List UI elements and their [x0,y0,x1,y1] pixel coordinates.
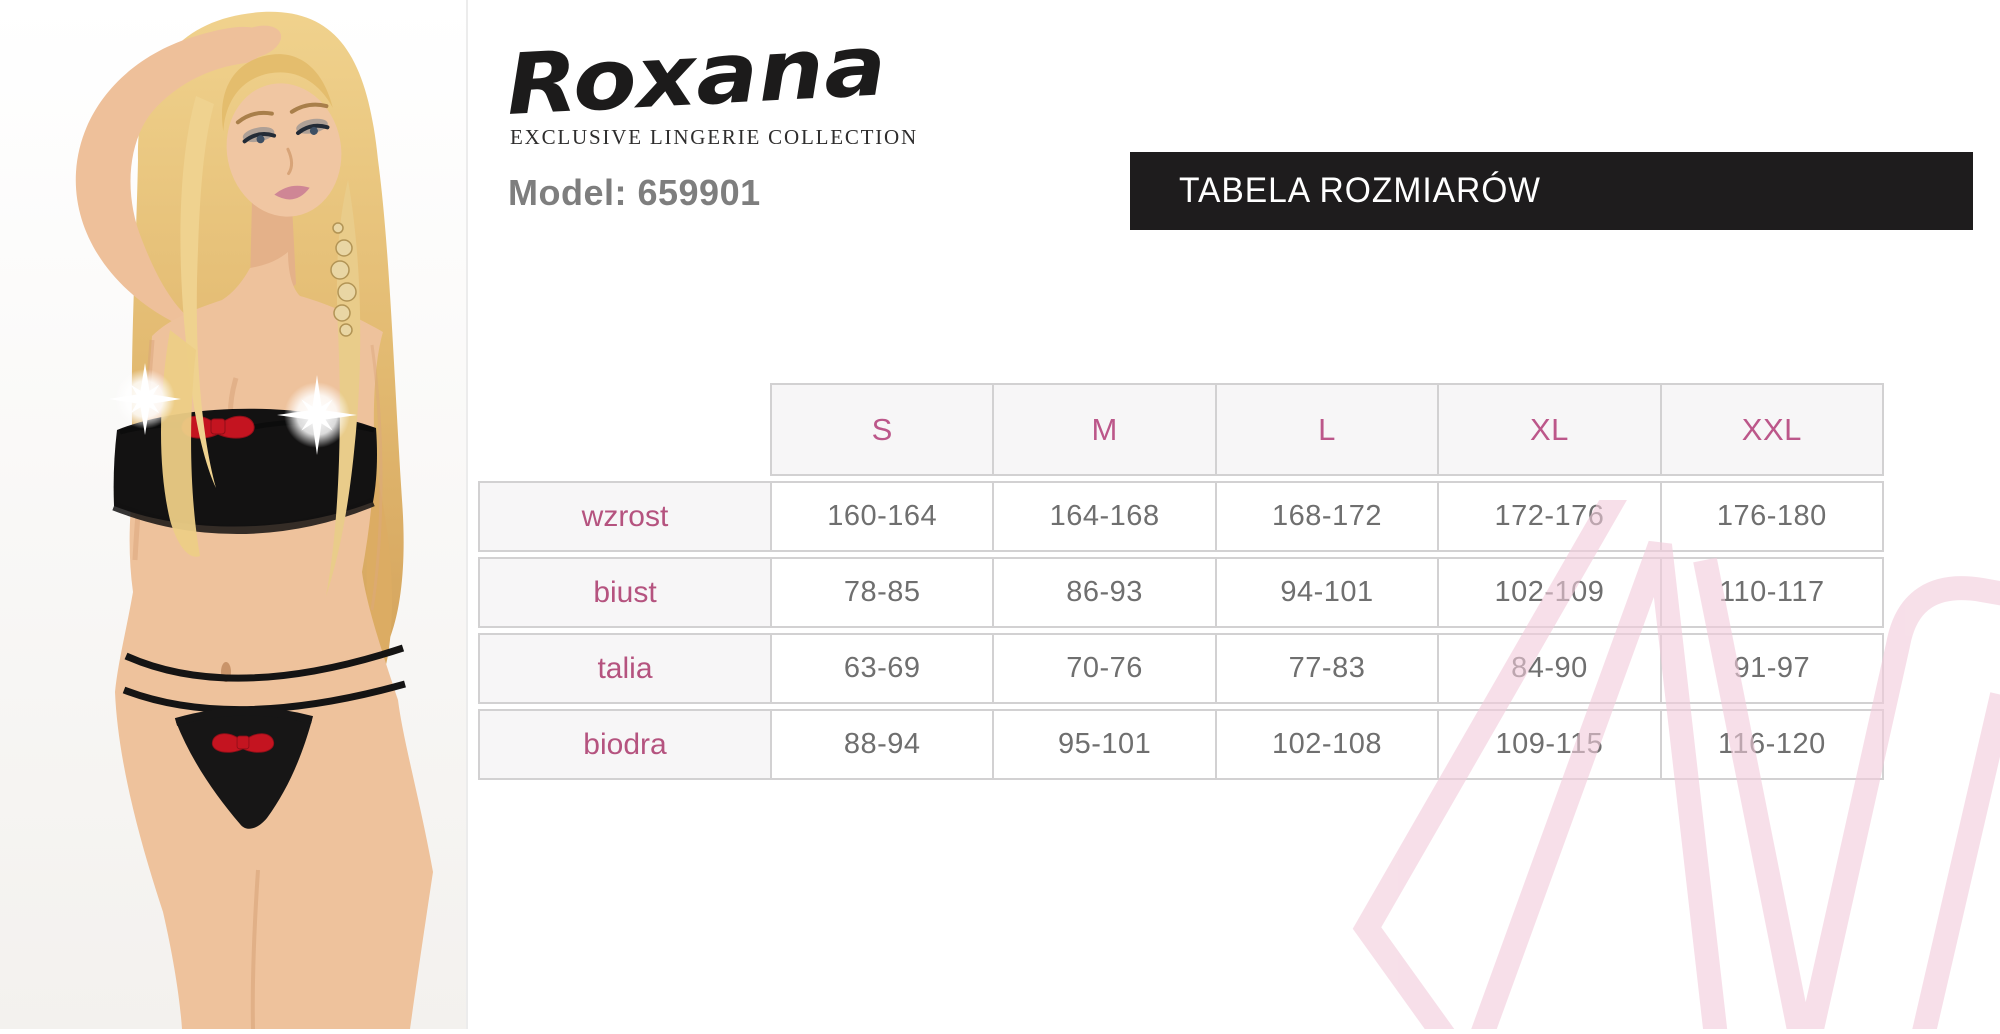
sparkle-right [277,375,357,455]
size-column-l: L [1214,385,1437,474]
leg-crease [250,869,260,1030]
sparkle-left [109,363,181,435]
face [222,54,342,217]
cell-value: 77-83 [1214,635,1437,702]
size-table-header-row: S M L XL XXL [770,383,1884,476]
brand-logo-text: Roxana [504,34,889,134]
cell-value: 95-101 [992,711,1214,778]
row-label: wzrost [480,483,772,550]
size-table: S M L XL XXL wzrost 160-164 164-168 168-… [478,383,1884,780]
cell-value: 109-115 [1437,711,1659,778]
cell-value: 91-97 [1659,635,1882,702]
model-photo-illustration [0,0,466,1030]
panty-lace [174,707,314,726]
cell-value: 164-168 [992,483,1214,550]
chandelier-earring [330,222,357,337]
cell-value: 168-172 [1214,483,1437,550]
raised-arm [75,26,258,331]
cell-value: 102-108 [1214,711,1437,778]
row-label: biust [480,559,772,626]
size-column-m: M [992,385,1214,474]
bra-lace [112,497,375,534]
table-row-talia: talia 63-69 70-76 77-83 84-90 91-97 [478,633,1884,704]
brand-tagline: EXCLUSIVE LINGERIE COLLECTION [510,125,918,149]
table-row-biodra: biodra 88-94 95-101 102-108 109-115 116-… [478,709,1884,780]
table-row-wzrost: wzrost 160-164 164-168 168-172 172-176 1… [478,481,1884,552]
cell-value: 116-120 [1659,711,1882,778]
size-column-xl: XL [1437,385,1659,474]
row-label: biodra [480,711,772,778]
cell-value: 84-90 [1437,635,1659,702]
panty-strap-upper [124,644,405,682]
cell-value: 63-69 [843,652,921,684]
brand-logo: Roxana [504,34,889,134]
size-table-title: TABELA ROZMIARÓW [1179,171,1541,210]
cell-value: 102-109 [1437,559,1659,626]
hair-strand-left [180,96,216,488]
row-label: talia [480,635,772,702]
size-column-xxl: XXL [1659,385,1882,474]
size-column-s: S [871,411,893,447]
cell-value: 86-93 [992,559,1214,626]
cell-value: 172-176 [1437,483,1659,550]
arm-seam [370,344,383,611]
cell-value: 78-85 [843,576,921,608]
panty-bow [211,733,275,753]
cell-value: 110-117 [1659,559,1882,626]
cell-value: 88-94 [843,728,921,760]
cell-value: 94-101 [1214,559,1437,626]
panty-panel [176,709,312,829]
model-number: Model: 659901 [508,172,761,213]
model-photo [0,0,468,1030]
cell-value: 70-76 [992,635,1214,702]
table-row-biust: biust 78-85 86-93 94-101 102-109 110-117 [478,557,1884,628]
hand [230,25,282,59]
size-table-title-bar: TABELA ROZMIARÓW [1130,152,1973,230]
cell-value: 160-164 [827,500,938,532]
cell-value: 176-180 [1659,483,1882,550]
